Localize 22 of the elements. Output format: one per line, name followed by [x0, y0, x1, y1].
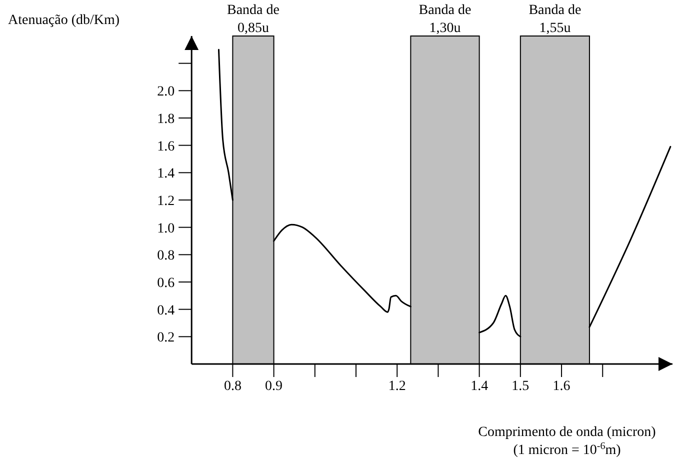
x-tick-label: 1.4	[470, 379, 488, 394]
y-tick-label: 1.2	[157, 194, 175, 209]
y-tick-label: 0.2	[157, 330, 175, 346]
y-axis-title: Atenuação (db/Km)	[8, 13, 120, 28]
y-tick-label: 2.0	[157, 84, 175, 100]
y-tick-label: 1.0	[157, 221, 175, 236]
band-label: Banda de 1,55u	[528, 3, 582, 36]
x-tick-label: 1.2	[388, 379, 406, 394]
y-tick-label: 1.8	[157, 112, 175, 127]
x-tick-label: 1.6	[552, 379, 570, 394]
x-tick-label: 0.8	[224, 379, 242, 394]
y-tick-label: 0.8	[157, 248, 175, 264]
band-label: Banda de 1,30u	[418, 3, 472, 36]
y-tick-label: 1.4	[157, 166, 175, 182]
y-tick-label: 0.6	[157, 276, 175, 291]
x-tick-label: 0.9	[265, 379, 283, 394]
band-label: Banda de 0,85u	[227, 3, 280, 36]
x-tick-label: 1.5	[512, 379, 530, 394]
x-axis-title: Comprimento de onda (micron)	[478, 425, 656, 440]
text: (1 micron = 10$^{-6}$m)	[513, 440, 622, 458]
y-tick-label: 1.6	[157, 139, 175, 154]
y-tick-label: 0.4	[157, 303, 175, 318]
